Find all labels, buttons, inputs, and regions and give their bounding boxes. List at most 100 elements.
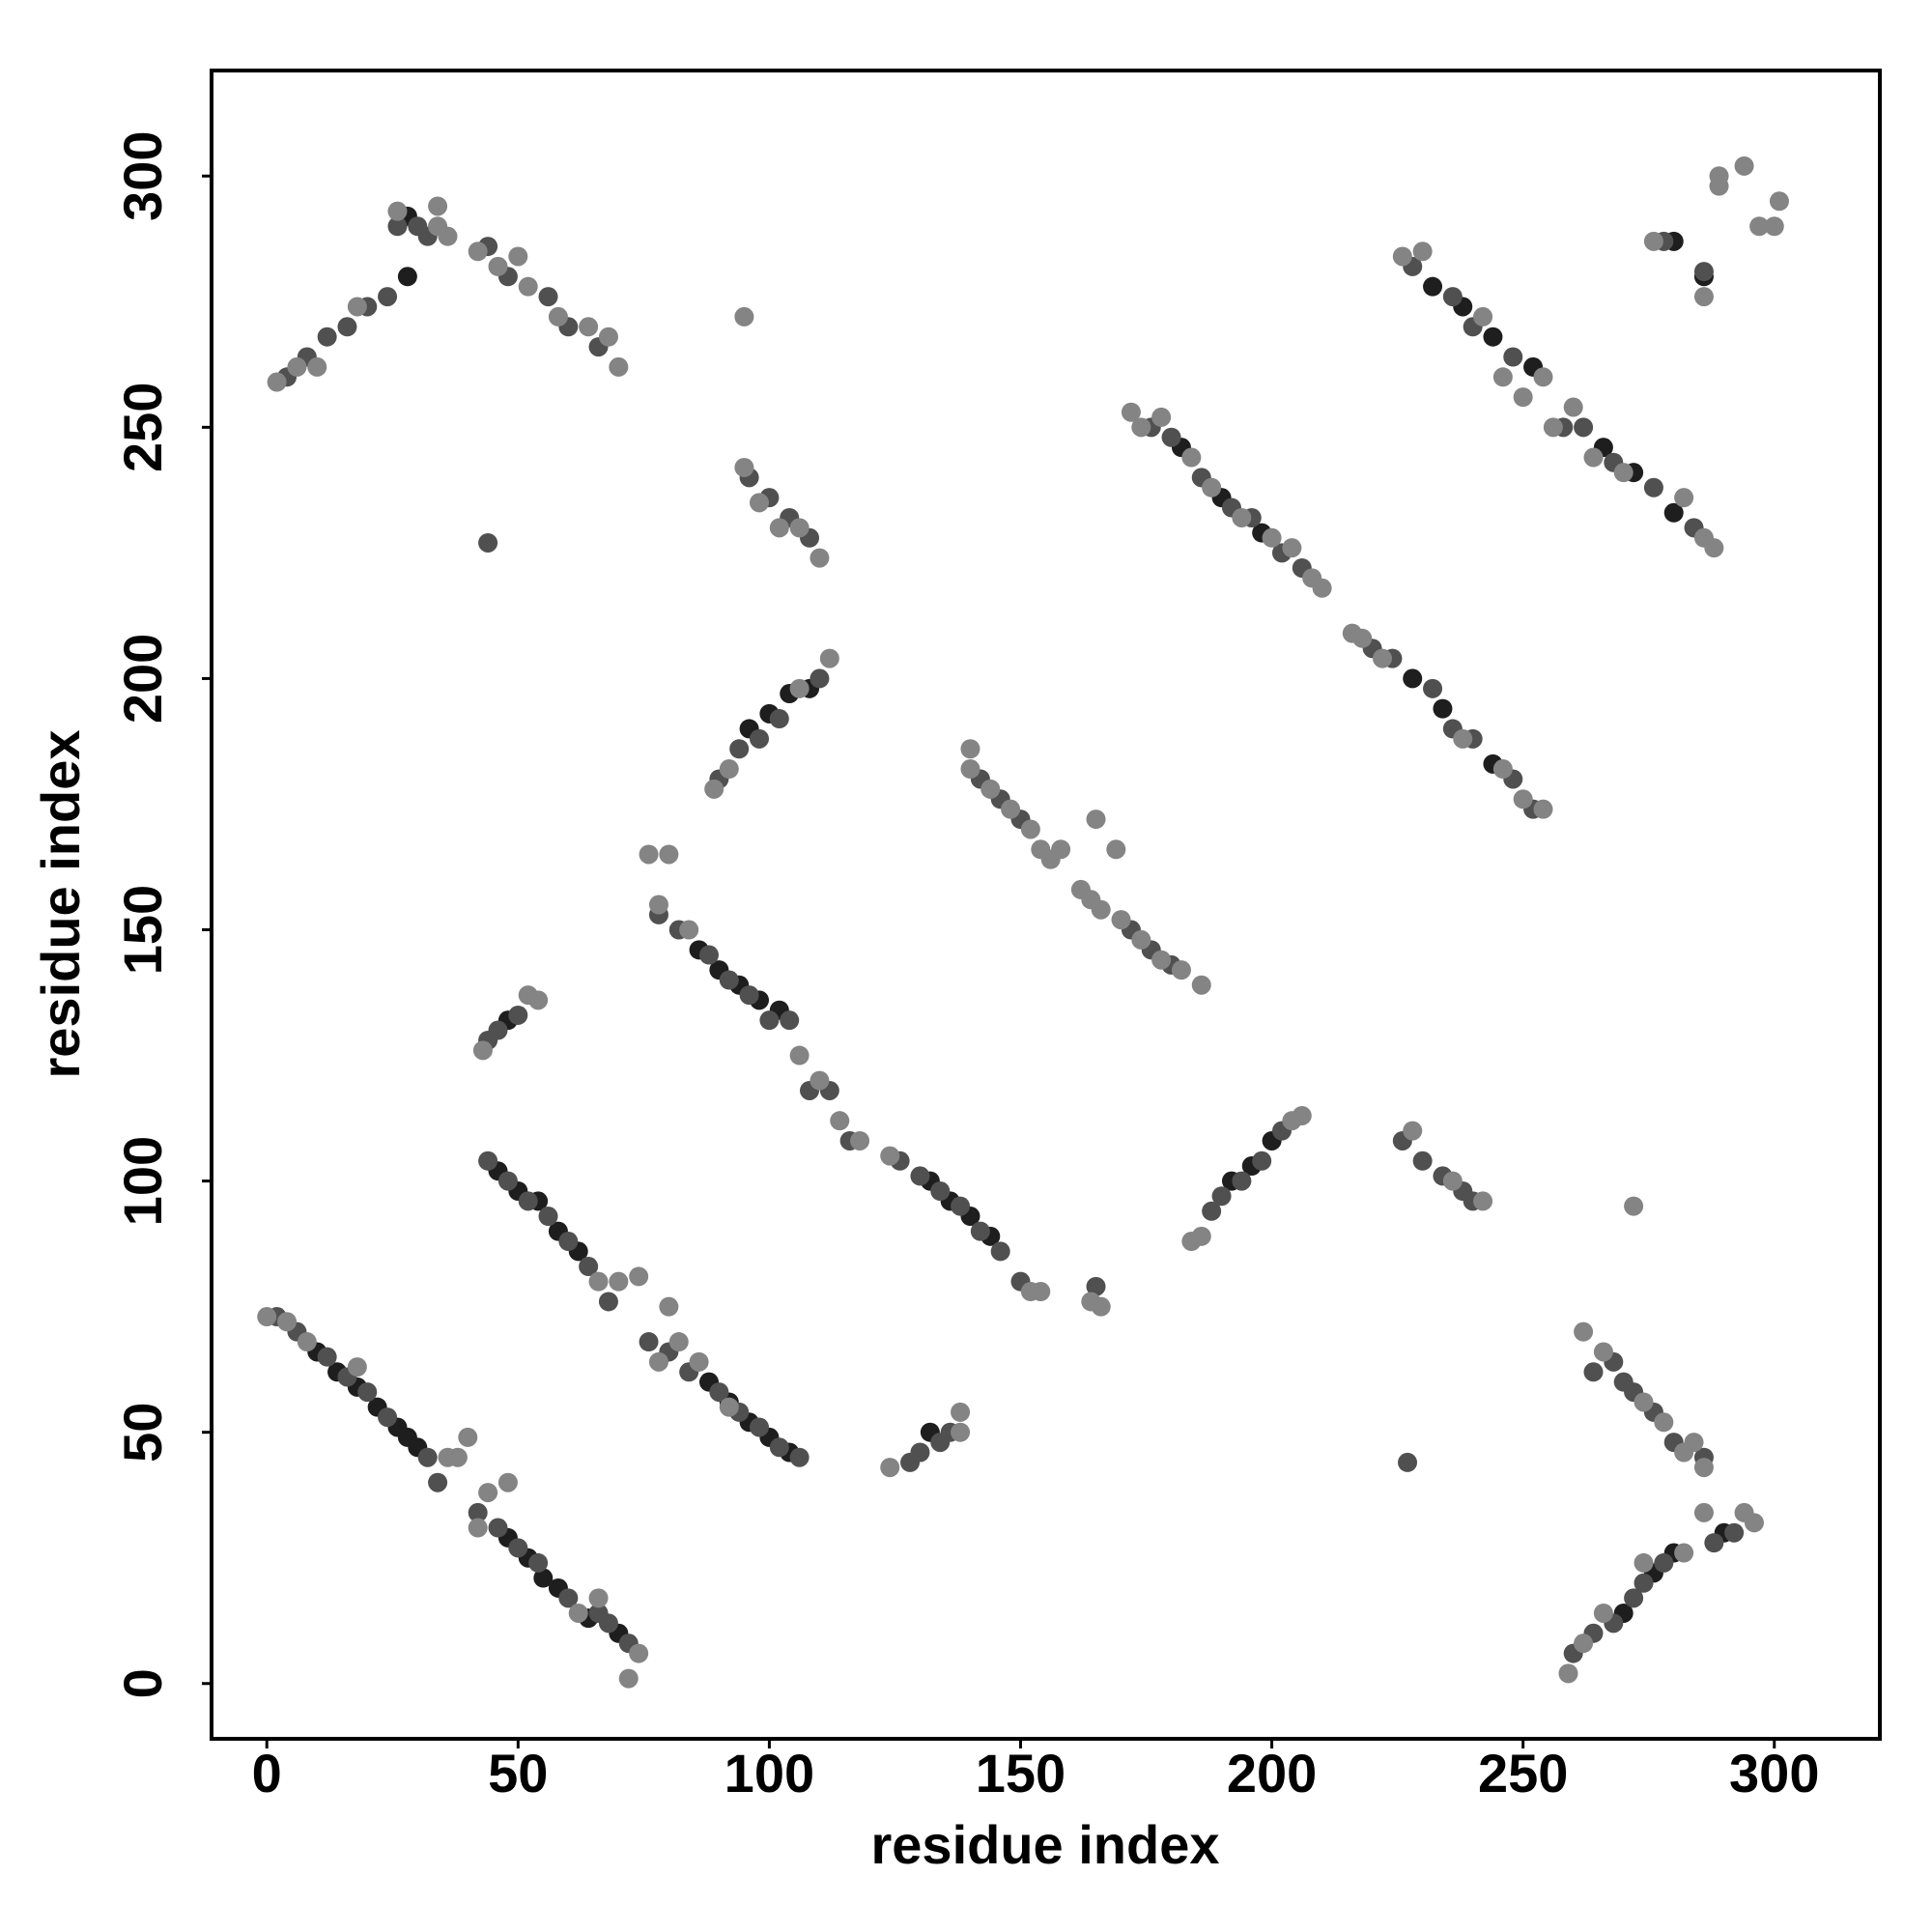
- point: [1513, 789, 1533, 810]
- point: [1086, 1276, 1106, 1296]
- point: [1352, 628, 1373, 648]
- point: [1533, 367, 1553, 387]
- point: [1769, 191, 1789, 212]
- point: [1533, 799, 1553, 819]
- point: [698, 945, 719, 965]
- point: [488, 1518, 508, 1538]
- point: [1574, 417, 1594, 438]
- point: [1744, 1513, 1764, 1533]
- point: [1693, 262, 1714, 282]
- point: [558, 1588, 579, 1608]
- point: [1764, 216, 1784, 237]
- point: [1492, 759, 1513, 780]
- point: [1412, 242, 1433, 262]
- point: [1001, 799, 1021, 819]
- point: [880, 1458, 900, 1478]
- point: [588, 1271, 609, 1292]
- point: [1513, 387, 1533, 408]
- point: [568, 1603, 588, 1623]
- point: [1704, 1533, 1724, 1553]
- point: [1282, 538, 1302, 558]
- point: [1423, 276, 1443, 297]
- point: [990, 1241, 1010, 1262]
- point: [1663, 502, 1684, 523]
- point: [528, 990, 549, 1010]
- point: [1583, 1362, 1604, 1382]
- point: [1563, 397, 1583, 417]
- point: [629, 1266, 649, 1287]
- point: [719, 970, 739, 990]
- point: [1211, 1186, 1232, 1207]
- point: [558, 1232, 579, 1252]
- point: [1412, 1151, 1433, 1171]
- point: [538, 1207, 558, 1227]
- point: [497, 1171, 518, 1191]
- point: [659, 844, 679, 865]
- point: [704, 779, 724, 799]
- point: [789, 1447, 810, 1467]
- point: [447, 1447, 468, 1467]
- point: [428, 196, 448, 216]
- point: [1373, 648, 1393, 668]
- point: [1020, 819, 1040, 839]
- point: [639, 844, 659, 865]
- point: [910, 1442, 930, 1463]
- point: [1051, 839, 1071, 860]
- point: [1202, 477, 1222, 497]
- point: [739, 985, 759, 1006]
- point: [679, 920, 699, 940]
- point: [1131, 417, 1151, 438]
- point: [789, 518, 810, 538]
- point: [951, 1196, 971, 1216]
- point: [1232, 507, 1252, 527]
- point: [729, 739, 750, 759]
- y-tick-label: 150: [112, 885, 173, 975]
- point: [960, 759, 980, 780]
- point: [659, 1296, 679, 1317]
- point: [1151, 950, 1172, 970]
- point: [1091, 1296, 1111, 1317]
- point: [1709, 176, 1729, 196]
- point: [1634, 1552, 1654, 1573]
- point: [287, 356, 307, 377]
- point: [1704, 538, 1724, 558]
- point: [508, 1005, 528, 1025]
- point: [1202, 1201, 1222, 1221]
- point: [719, 1397, 739, 1417]
- point: [428, 1472, 448, 1492]
- point: [397, 267, 417, 287]
- point: [1091, 899, 1111, 920]
- point: [789, 678, 810, 698]
- point: [880, 1146, 900, 1166]
- point: [769, 709, 789, 729]
- point: [618, 1668, 639, 1689]
- x-tick-label: 300: [1729, 1743, 1819, 1804]
- point: [1292, 1105, 1312, 1125]
- point: [1634, 1573, 1654, 1593]
- point: [1106, 839, 1126, 860]
- point: [528, 1552, 549, 1573]
- point: [1734, 156, 1754, 176]
- point: [850, 1130, 870, 1151]
- point: [472, 1040, 493, 1061]
- point: [458, 1427, 478, 1447]
- point: [1574, 1634, 1594, 1654]
- point: [709, 1382, 729, 1403]
- point: [307, 356, 327, 377]
- y-tick-label: 100: [112, 1136, 173, 1226]
- point: [719, 759, 739, 780]
- point: [1749, 216, 1770, 237]
- point: [1693, 1458, 1714, 1478]
- point: [1624, 1196, 1644, 1216]
- point: [533, 1568, 554, 1588]
- point: [648, 895, 668, 915]
- point: [1684, 1433, 1704, 1453]
- point: [810, 1070, 830, 1091]
- point: [1111, 910, 1131, 930]
- point: [438, 226, 458, 246]
- point: [267, 372, 287, 392]
- point: [347, 1357, 367, 1378]
- point: [1232, 1171, 1252, 1191]
